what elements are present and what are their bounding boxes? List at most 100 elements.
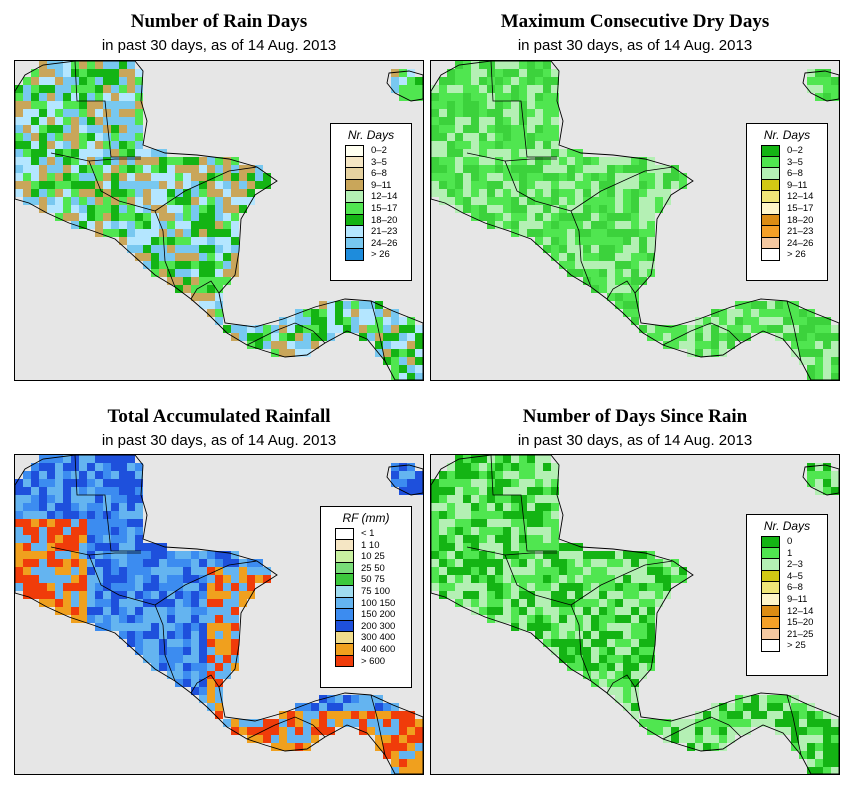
grid-cell: [119, 197, 127, 205]
grid-cell: [207, 293, 215, 301]
grid-cell: [623, 189, 631, 197]
grid-cell: [503, 559, 511, 567]
grid-cell: [527, 189, 535, 197]
grid-cell: [199, 197, 207, 205]
grid-cell: [463, 61, 471, 69]
grid-cell: [231, 615, 239, 623]
grid-cell: [215, 197, 223, 205]
grid-cell: [615, 599, 623, 607]
grid-cell: [15, 181, 23, 189]
grid-cell: [527, 455, 535, 463]
grid-cell: [175, 237, 183, 245]
grid-cell: [183, 173, 191, 181]
legend-label: 0–2: [787, 145, 803, 156]
grid-cell: [615, 213, 623, 221]
grid-cell: [455, 101, 463, 109]
grid-cell: [327, 719, 335, 727]
grid-cell: [95, 567, 103, 575]
grid-cell: [55, 69, 63, 77]
grid-cell: [535, 213, 543, 221]
grid-cell: [431, 583, 439, 591]
grid-cell: [711, 317, 719, 325]
grid-cell: [519, 599, 527, 607]
grid-cell: [591, 631, 599, 639]
grid-cell: [519, 181, 527, 189]
grid-cell: [783, 309, 791, 317]
grid-cell: [599, 567, 607, 575]
grid-cell: [103, 463, 111, 471]
grid-cell: [127, 527, 135, 535]
grid-cell: [575, 157, 583, 165]
grid-cell: [15, 487, 23, 495]
panel-subtitle: in past 30 days, as of 14 Aug. 2013: [101, 432, 337, 449]
grid-cell: [471, 141, 479, 149]
grid-cell: [639, 165, 647, 173]
grid-cell: [807, 333, 815, 341]
grid-cell: [63, 551, 71, 559]
legend-swatch: [761, 605, 780, 618]
grid-cell: [767, 317, 775, 325]
grid-cell: [447, 463, 455, 471]
grid-cell: [743, 325, 751, 333]
grid-cell: [127, 125, 135, 133]
grid-cell: [351, 695, 359, 703]
grid-cell: [471, 591, 479, 599]
grid-cell: [447, 511, 455, 519]
grid-cell: [615, 583, 623, 591]
grid-cell: [527, 487, 535, 495]
grid-cell: [455, 575, 463, 583]
country-border: [50, 546, 141, 556]
grid-cell: [79, 157, 87, 165]
grid-cell: [167, 157, 175, 165]
grid-cell: [551, 647, 559, 655]
grid-cell: [431, 479, 439, 487]
grid-cell: [559, 583, 567, 591]
grid-cell: [63, 535, 71, 543]
grid-cell: [135, 93, 143, 101]
grid-cell: [207, 213, 215, 221]
grid-cell: [343, 325, 351, 333]
grid-cell: [79, 101, 87, 109]
grid-cell: [663, 189, 671, 197]
grid-cell: [55, 567, 63, 575]
grid-cell: [87, 141, 95, 149]
grid-cell: [551, 117, 559, 125]
grid-cell: [823, 719, 831, 727]
grid-cell: [39, 197, 47, 205]
grid-cell: [351, 325, 359, 333]
grid-cell: [407, 463, 415, 471]
grid-cell: [543, 567, 551, 575]
legend-swatch: [761, 145, 780, 157]
grid-cell: [551, 583, 559, 591]
grid-cell: [159, 591, 167, 599]
grid-cell: [375, 317, 383, 325]
grid-cell: [15, 511, 23, 519]
grid-cell: [607, 679, 615, 687]
grid-cell: [199, 253, 207, 261]
grid-cell: [295, 711, 303, 719]
grid-cell: [519, 125, 527, 133]
grid-cell: [511, 173, 519, 181]
grid-cell: [495, 479, 503, 487]
grid-cell: [783, 325, 791, 333]
grid-cell: [55, 189, 63, 197]
grid-cell: [543, 205, 551, 213]
grid-cell: [151, 149, 159, 157]
grid-cell: [407, 479, 415, 487]
grid-cell: [471, 165, 479, 173]
grid-cell: [199, 575, 207, 583]
grid-cell: [151, 551, 159, 559]
grid-cell: [527, 607, 535, 615]
grid-cell: [647, 205, 655, 213]
grid-cell: [567, 181, 575, 189]
grid-cell: [207, 269, 215, 277]
coastline: [802, 464, 839, 496]
grid-cell: [703, 711, 711, 719]
grid-cell: [143, 253, 151, 261]
grid-cell: [519, 527, 527, 535]
grid-cell: [183, 285, 191, 293]
grid-cell: [31, 591, 39, 599]
grid-cell: [543, 157, 551, 165]
grid-cell: [279, 743, 287, 751]
